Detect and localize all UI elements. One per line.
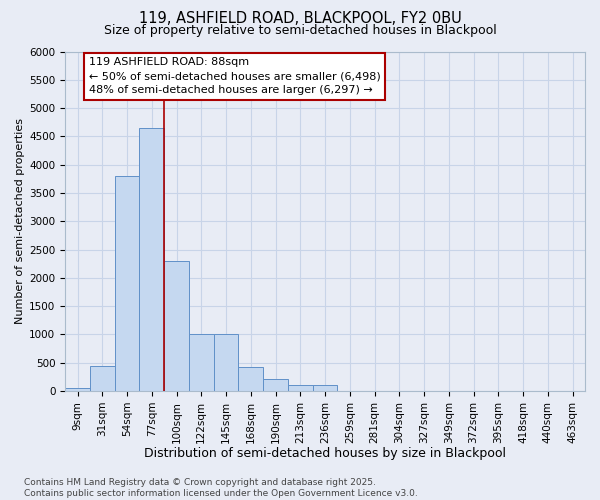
Bar: [65, 388, 90, 391]
Bar: [164, 261, 189, 391]
X-axis label: Distribution of semi-detached houses by size in Blackpool: Distribution of semi-detached houses by …: [144, 447, 506, 460]
Bar: [189, 334, 214, 391]
Bar: [139, 128, 164, 391]
Bar: [313, 385, 337, 391]
Bar: [288, 385, 313, 391]
Bar: [115, 176, 139, 391]
Text: Contains HM Land Registry data © Crown copyright and database right 2025.
Contai: Contains HM Land Registry data © Crown c…: [24, 478, 418, 498]
Y-axis label: Number of semi-detached properties: Number of semi-detached properties: [15, 118, 25, 324]
Bar: [90, 366, 115, 391]
Text: 119 ASHFIELD ROAD: 88sqm
← 50% of semi-detached houses are smaller (6,498)
48% o: 119 ASHFIELD ROAD: 88sqm ← 50% of semi-d…: [89, 57, 380, 95]
Text: 119, ASHFIELD ROAD, BLACKPOOL, FY2 0BU: 119, ASHFIELD ROAD, BLACKPOOL, FY2 0BU: [139, 11, 461, 26]
Text: Size of property relative to semi-detached houses in Blackpool: Size of property relative to semi-detach…: [104, 24, 496, 37]
Bar: [263, 378, 288, 391]
Bar: [238, 366, 263, 391]
Bar: [214, 334, 238, 391]
